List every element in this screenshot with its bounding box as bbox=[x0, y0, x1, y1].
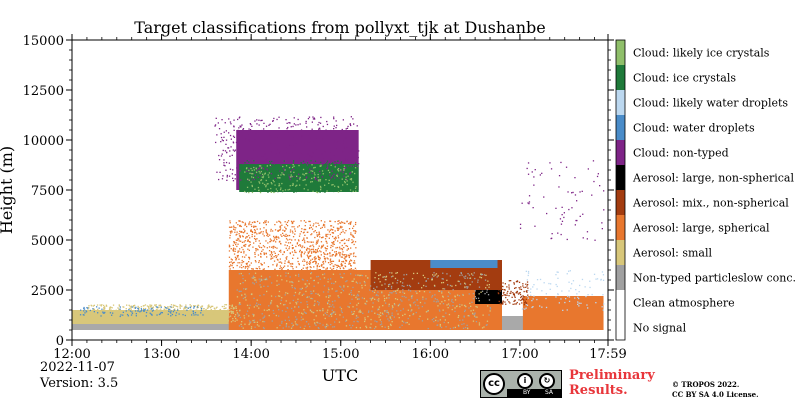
y-tick-label-0: 0 bbox=[56, 334, 64, 349]
by-label: BY bbox=[523, 389, 531, 396]
legend-label-10: Cloud: ice crystals bbox=[633, 72, 736, 85]
legend-label-7: Cloud: non-typed bbox=[633, 147, 729, 160]
sa-recycle-icon: ↻ bbox=[539, 373, 555, 389]
license-text-bar: BY SA bbox=[507, 389, 561, 397]
legend-swatch-9 bbox=[616, 90, 625, 115]
legend-swatch-4 bbox=[616, 215, 625, 240]
class-region-8 bbox=[430, 260, 498, 268]
cc-license-badge: cc i ↻ BY SA bbox=[480, 370, 562, 398]
legend-swatch-8 bbox=[616, 115, 625, 140]
legend-swatch-11 bbox=[616, 40, 625, 65]
preliminary-notice: Preliminary Results. bbox=[569, 368, 655, 398]
legend-swatch-2 bbox=[616, 265, 625, 290]
legend-swatch-6 bbox=[616, 165, 625, 190]
legend-label-4: Aerosol: large, spherical bbox=[632, 222, 770, 235]
class-region-5 bbox=[475, 290, 502, 304]
legend-swatch-7 bbox=[616, 140, 625, 165]
y-axis-label: Height (m) bbox=[0, 146, 16, 234]
chart-title: Target classifications from pollyxt_tjk … bbox=[134, 18, 545, 37]
y-tick-label-5: 12500 bbox=[23, 84, 64, 99]
legend-label-3: Aerosol: small bbox=[632, 247, 712, 260]
speckle-layer bbox=[79, 116, 605, 330]
y-tick-label-4: 10000 bbox=[23, 134, 64, 149]
x-axis-label: UTC bbox=[322, 366, 358, 385]
x-tick-label-1: 13:00 bbox=[143, 347, 180, 362]
by-person-icon: i bbox=[517, 373, 533, 389]
x-axis: 12:00 13:00 14:00 15:00 16:00 17:00 17:59 bbox=[53, 34, 627, 362]
legend-swatch-3 bbox=[616, 240, 625, 265]
legend-label-11: Cloud: likely ice crystals bbox=[633, 47, 770, 60]
copyright-line-1: © TROPOS 2022. bbox=[672, 380, 740, 389]
legend-colorbar: No signal Clean atmosphere Non-typed parti… bbox=[615, 39, 796, 341]
preliminary-line-2: Results. bbox=[569, 383, 628, 398]
legend-label-1: Clean atmosphere bbox=[633, 297, 735, 310]
plot-area bbox=[71, 39, 609, 341]
x-tick-label-6: 17:59 bbox=[589, 347, 626, 362]
legend-swatch-5 bbox=[616, 190, 625, 215]
legend-label-6: Aerosol: large, non-spherical bbox=[632, 172, 794, 185]
preliminary-line-1: Preliminary bbox=[569, 368, 655, 383]
y-axis: 0 2500 5000 7500 10000 12500 15000 bbox=[23, 34, 614, 349]
x-tick-label-5: 17:00 bbox=[501, 347, 538, 362]
version-label: Version: 3.5 bbox=[40, 376, 119, 391]
y-tick-label-1: 2500 bbox=[31, 284, 64, 299]
sa-label: SA bbox=[545, 389, 554, 396]
legend-label-0: No signal bbox=[633, 322, 687, 335]
legend-swatch-1 bbox=[616, 290, 625, 315]
copyright-line-2: CC BY SA 4.0 License. bbox=[672, 390, 759, 399]
y-tick-label-6: 15000 bbox=[23, 34, 64, 49]
colorbar-frame bbox=[615, 39, 626, 341]
y-tick-label-2: 5000 bbox=[31, 234, 64, 249]
class-region-3 bbox=[522, 296, 604, 330]
legend-swatch-0 bbox=[616, 315, 625, 340]
legend-label-5: Aerosol: mix., non-spherical bbox=[632, 197, 789, 210]
cc-logo-icon: cc bbox=[483, 373, 505, 395]
legend-swatch-10 bbox=[616, 65, 625, 90]
x-tick-label-2: 14:00 bbox=[232, 347, 269, 362]
legend-label-9: Cloud: likely water droplets bbox=[633, 97, 788, 110]
x-tick-label-3: 15:00 bbox=[322, 347, 359, 362]
x-tick-label-0: 12:00 bbox=[53, 347, 90, 362]
copyright-notice: © TROPOS 2022. CC BY SA 4.0 License. bbox=[672, 380, 759, 400]
legend-label-8: Cloud: water droplets bbox=[633, 122, 755, 135]
date-label: 2022-11-07 bbox=[40, 360, 115, 375]
legend-label-2: Non-typed particleslow conc. bbox=[633, 272, 796, 285]
y-tick-label-3: 7500 bbox=[31, 184, 64, 199]
x-tick-label-4: 16:00 bbox=[412, 347, 449, 362]
